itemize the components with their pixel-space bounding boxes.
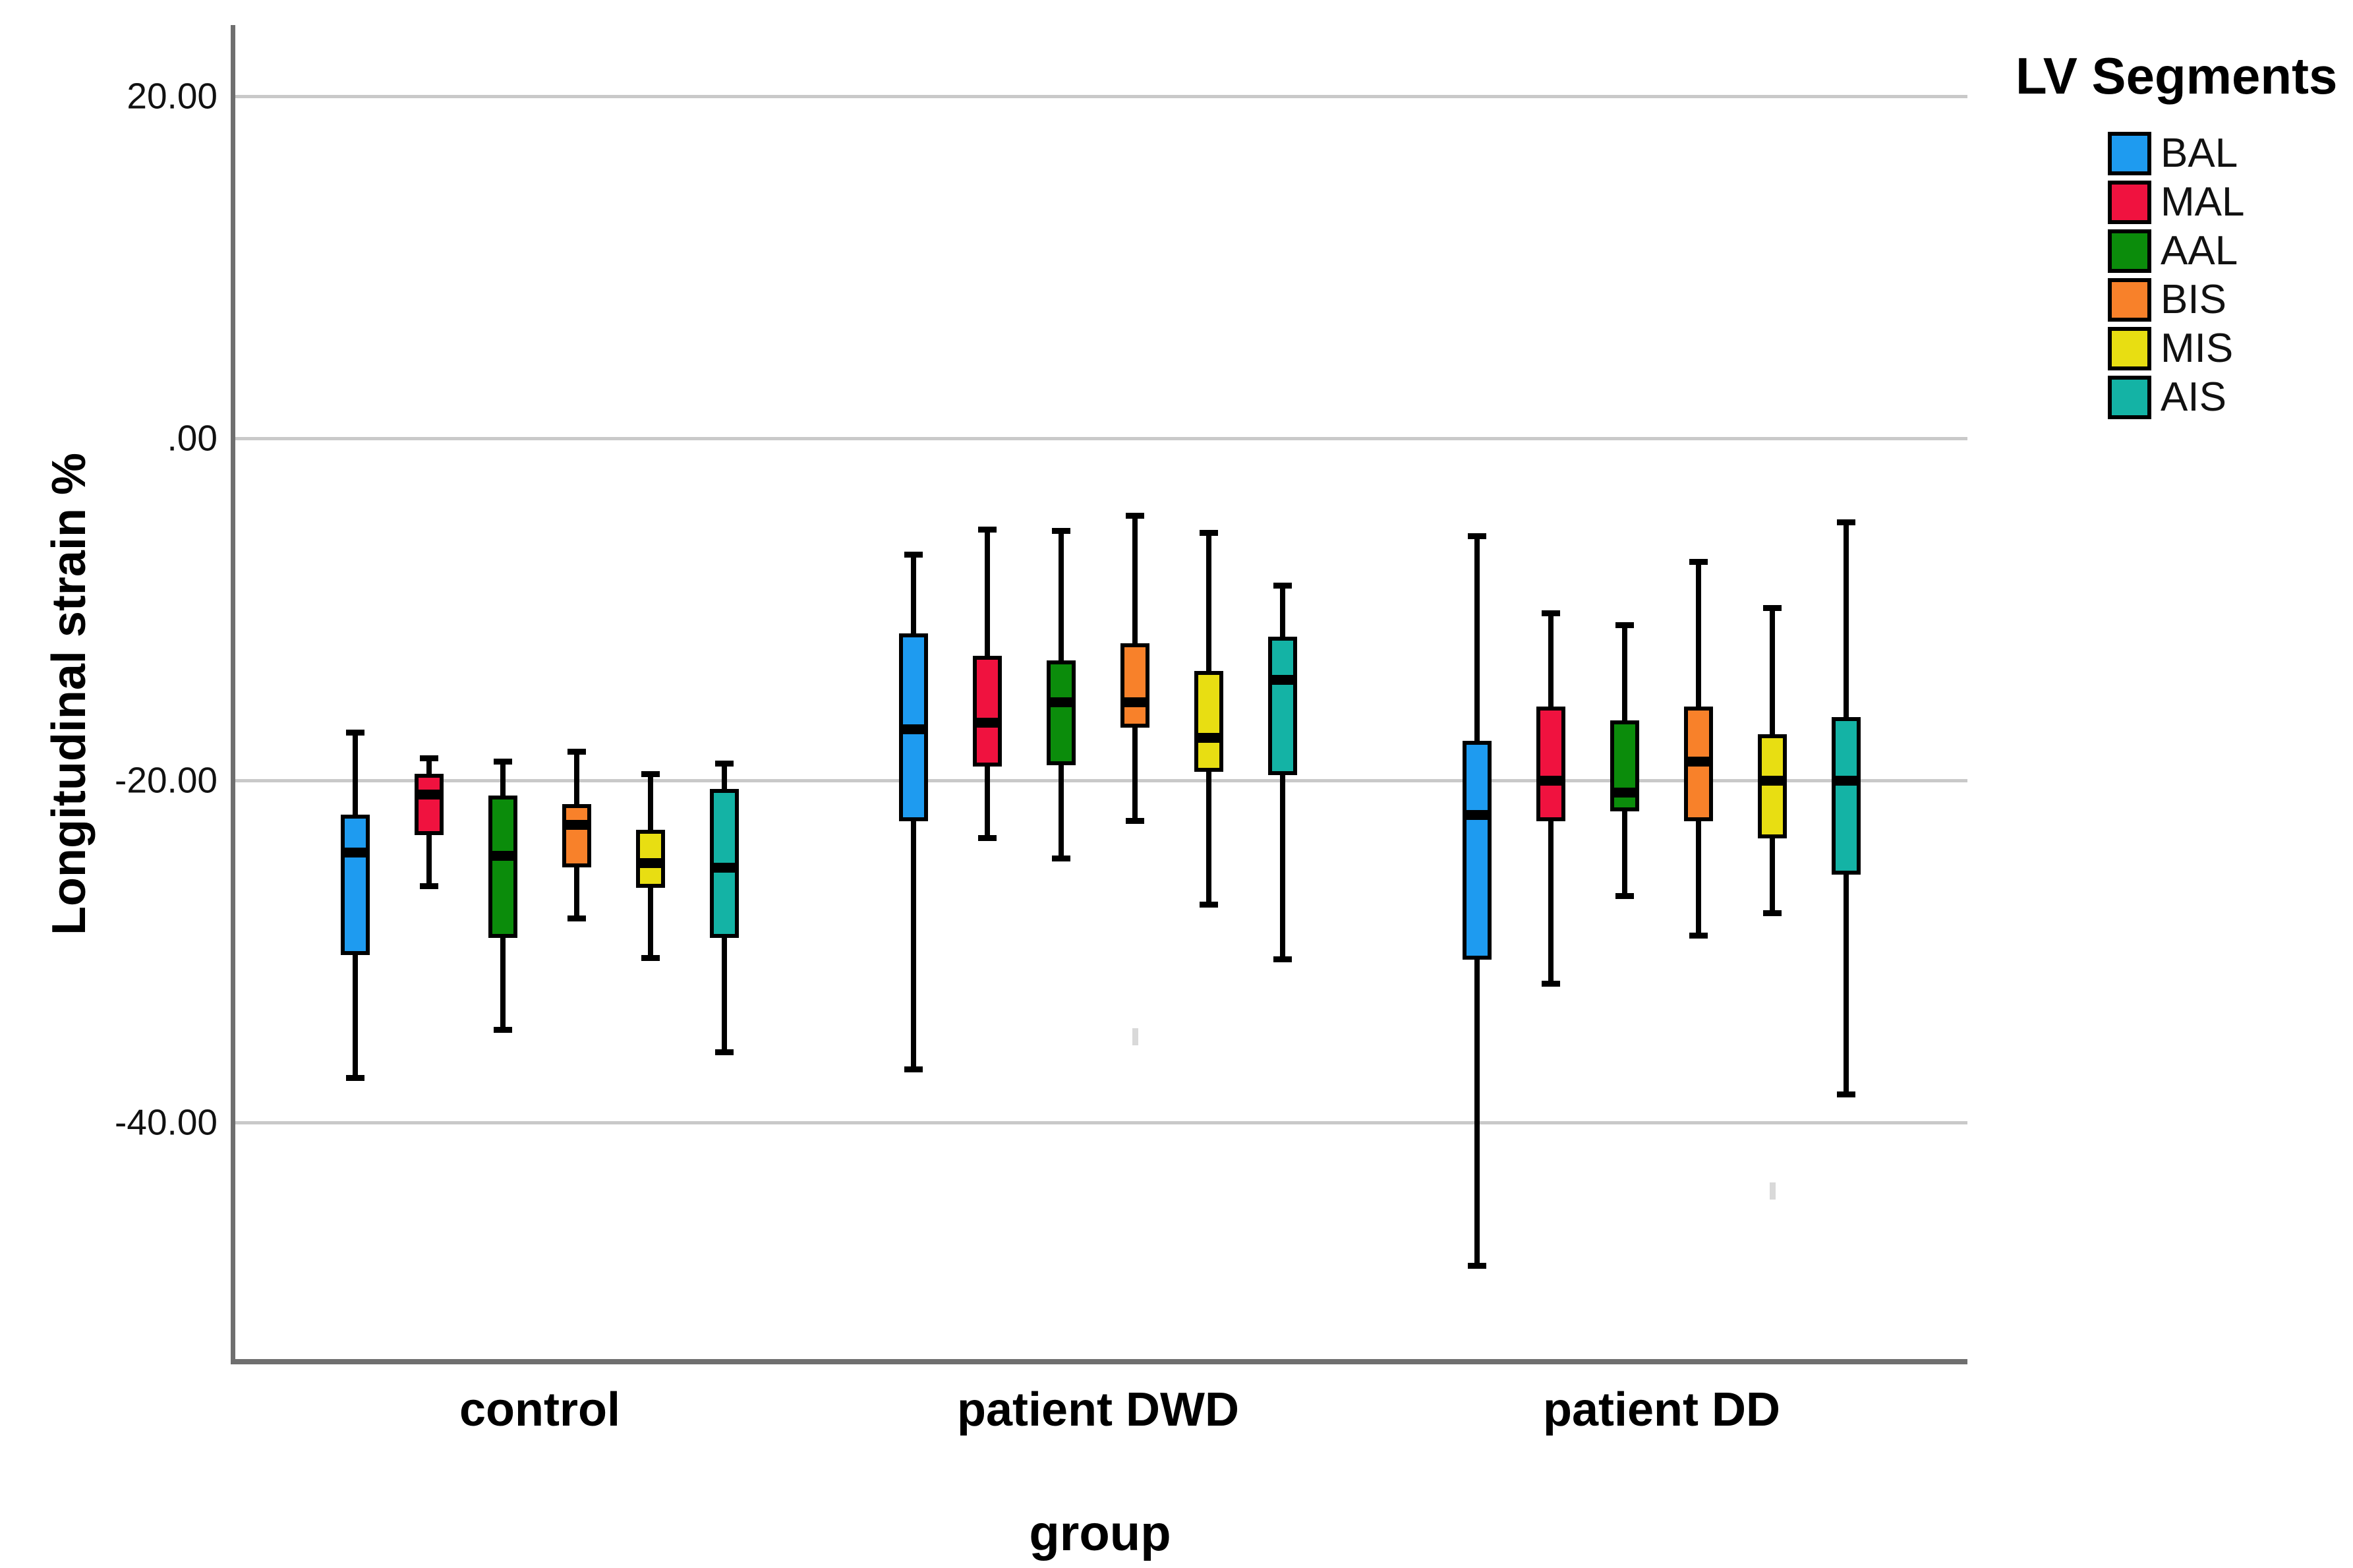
whisker-cap-bottom <box>1052 856 1070 862</box>
median-line <box>488 851 517 861</box>
median-line <box>1684 757 1713 767</box>
legend-label-ais: AIS <box>2161 374 2226 420</box>
boxplot-box-mal-1 <box>973 655 1002 767</box>
legend-swatch-bis <box>2108 278 2151 322</box>
legend-label-mal: MAL <box>2161 179 2245 225</box>
whisker-cap-top <box>904 552 923 558</box>
median-line <box>415 789 444 799</box>
whisker-cap-bottom <box>1542 980 1560 987</box>
whisker-cap-bottom <box>904 1066 923 1072</box>
y-tick-label: 20.00 <box>127 75 218 117</box>
whisker-cap-bottom <box>494 1026 512 1033</box>
median-line <box>562 820 591 830</box>
median-line <box>1463 809 1492 820</box>
median-line <box>1610 788 1639 798</box>
whisker-cap-top <box>420 755 438 762</box>
whisker-cap-top <box>1689 558 1708 565</box>
median-line <box>636 857 665 868</box>
median-line <box>1194 733 1223 743</box>
median-line <box>1047 697 1076 707</box>
y-gridline <box>231 437 1967 440</box>
boxplot-box-bal-2 <box>1463 741 1492 960</box>
boxplot-box-ais-1 <box>1268 637 1297 776</box>
legend-title: LV Segments <box>2016 47 2338 105</box>
legend-swatch-mal <box>2108 181 2151 224</box>
whisker-cap-top <box>978 526 997 533</box>
median-line <box>899 724 928 735</box>
median-line <box>1120 697 1149 707</box>
legend-swatch-bal <box>2108 132 2151 175</box>
median-line <box>1758 776 1787 786</box>
y-gridline <box>231 779 1967 782</box>
y-axis-line <box>231 25 235 1364</box>
whisker-cap-top <box>494 759 512 765</box>
legend-label-aal: AAL <box>2161 228 2238 274</box>
legend-swatch-ais <box>2108 376 2151 419</box>
legend-swatch-mis <box>2108 327 2151 370</box>
whisker-cap-top <box>1468 533 1486 539</box>
x-axis-line <box>231 1359 1967 1364</box>
whisker-cap-bottom <box>715 1049 734 1055</box>
whisker-cap-bottom <box>567 915 586 922</box>
median-line <box>1268 674 1297 685</box>
boxplot-box-mal-0 <box>415 773 444 836</box>
y-tick-label: .00 <box>167 417 218 459</box>
boxplot-box-ais-2 <box>1832 716 1861 875</box>
boxplot-box-bis-0 <box>562 804 591 868</box>
whisker-cap-top <box>1200 529 1218 536</box>
boxplot-box-aal-1 <box>1047 660 1076 765</box>
faint-outlier-mark <box>1770 1182 1776 1200</box>
median-line <box>1832 776 1861 786</box>
whisker-cap-top <box>346 730 364 736</box>
median-line <box>973 717 1002 728</box>
y-tick-label: -20.00 <box>115 759 218 801</box>
legend-label-mis: MIS <box>2161 326 2234 371</box>
whisker-cap-bottom <box>1126 818 1144 825</box>
whisker-cap-bottom <box>420 883 438 889</box>
boxplot-box-mis-2 <box>1758 734 1787 839</box>
whisker-cap-top <box>1763 604 1782 611</box>
legend-swatch-aal <box>2108 229 2151 273</box>
whisker-cap-bottom <box>1200 902 1218 908</box>
whisker-cap-bottom <box>1273 956 1292 963</box>
x-category-label: patient DD <box>1543 1383 1780 1436</box>
boxplot-box-aal-0 <box>488 796 517 938</box>
whisker-cap-bottom <box>1837 1091 1855 1098</box>
x-category-label: patient DWD <box>957 1383 1239 1436</box>
legend-label-bis: BIS <box>2161 277 2226 322</box>
whisker-cap-top <box>1126 512 1144 519</box>
whisker-cap-top <box>1837 519 1855 526</box>
whisker-cap-top <box>567 748 586 755</box>
y-gridline <box>231 95 1967 98</box>
boxplot-box-bal-0 <box>341 814 370 955</box>
whisker-cap-bottom <box>641 954 660 961</box>
whisker-cap-top <box>1052 528 1070 535</box>
whisker-cap-top <box>715 761 734 767</box>
x-category-label: control <box>459 1383 620 1436</box>
median-line <box>341 847 370 857</box>
whisker-cap-bottom <box>978 835 997 842</box>
faint-outlier-mark <box>1132 1028 1138 1046</box>
y-gridline <box>231 1121 1967 1124</box>
whisker-cap-bottom <box>1468 1262 1486 1269</box>
boxplot-box-mis-1 <box>1194 670 1223 772</box>
y-axis-title: Longitudinal strain % <box>43 453 96 935</box>
median-line <box>1536 776 1565 786</box>
whisker-cap-top <box>1273 583 1292 589</box>
whisker-cap-top <box>641 770 660 777</box>
whisker-cap-bottom <box>1615 893 1634 900</box>
median-line <box>710 863 739 873</box>
whisker-cap-top <box>1615 622 1634 628</box>
boxplot-box-bis-1 <box>1120 643 1149 728</box>
whisker-cap-top <box>1542 610 1560 616</box>
whisker-cap-bottom <box>1689 933 1708 939</box>
whisker-cap-bottom <box>346 1074 364 1081</box>
y-tick-label: -40.00 <box>115 1101 218 1143</box>
legend-label-bal: BAL <box>2161 131 2238 176</box>
whisker-cap-bottom <box>1763 910 1782 917</box>
boxplot-box-mal-2 <box>1536 707 1565 822</box>
x-axis-title: group <box>1029 1505 1171 1561</box>
